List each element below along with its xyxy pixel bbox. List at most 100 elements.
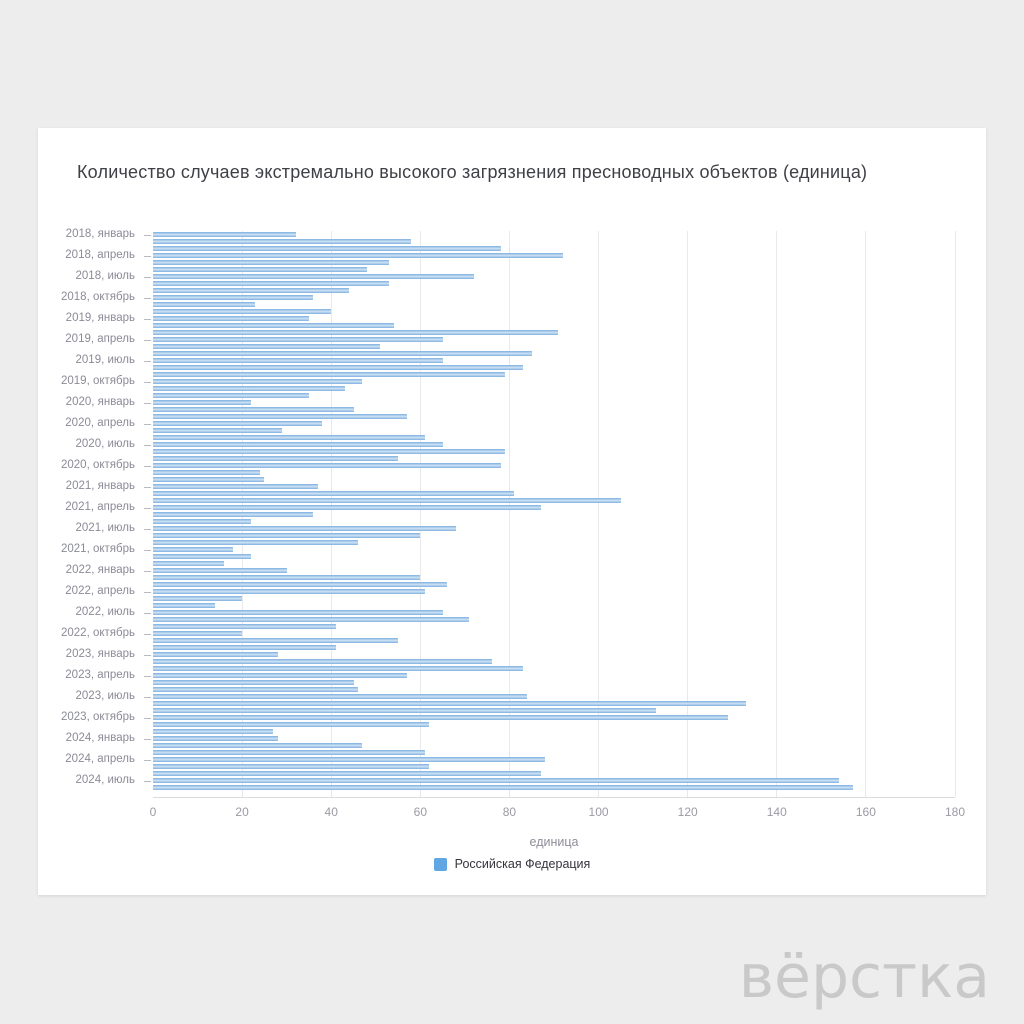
bar bbox=[153, 267, 367, 272]
x-axis-title: единица bbox=[529, 835, 579, 849]
chart-title: Количество случаев экстремально высокого… bbox=[77, 162, 868, 182]
bar bbox=[153, 673, 407, 678]
x-tick-label: 100 bbox=[588, 805, 609, 819]
plot-area: 0 20 40 60 80 100 120 140 160 180 2018, январь 2018… bbox=[61, 228, 965, 850]
bar bbox=[153, 659, 492, 664]
bar bbox=[153, 778, 840, 783]
bar bbox=[153, 393, 309, 398]
bar bbox=[153, 246, 501, 251]
x-tick-label: 20 bbox=[235, 805, 249, 819]
y-tick-label: 2022, октябрь bbox=[61, 626, 135, 639]
bar bbox=[153, 575, 421, 580]
x-tick-label: 140 bbox=[766, 805, 787, 819]
bar bbox=[153, 617, 470, 622]
y-tick-label: 2020, июль bbox=[75, 437, 135, 450]
bar bbox=[153, 631, 243, 636]
y-tick-label: 2021, апрель bbox=[65, 500, 135, 513]
bar bbox=[153, 652, 278, 657]
bar bbox=[153, 456, 399, 461]
gridline bbox=[598, 231, 600, 797]
x-tick-label: 160 bbox=[855, 805, 876, 819]
bar bbox=[153, 498, 621, 503]
gridline bbox=[419, 231, 421, 797]
y-tick-mark bbox=[144, 654, 151, 656]
bar bbox=[153, 463, 501, 468]
bar bbox=[153, 757, 546, 762]
bar bbox=[153, 750, 425, 755]
bar bbox=[153, 596, 243, 601]
y-tick-mark bbox=[144, 486, 151, 488]
bar bbox=[153, 260, 390, 265]
y-tick-mark bbox=[144, 402, 151, 404]
bar bbox=[153, 666, 523, 671]
bar bbox=[153, 309, 332, 314]
bar bbox=[153, 568, 287, 573]
x-tick-label: 80 bbox=[502, 805, 517, 819]
y-tick-mark bbox=[144, 234, 151, 236]
y-tick-label: 2022, июль bbox=[75, 605, 135, 618]
bar bbox=[153, 477, 265, 482]
y-tick-mark bbox=[144, 360, 151, 362]
bar bbox=[153, 743, 363, 748]
gridline bbox=[330, 231, 332, 797]
bar bbox=[153, 729, 274, 734]
gridline bbox=[687, 231, 689, 797]
y-tick-mark bbox=[144, 276, 151, 278]
bar bbox=[153, 358, 443, 363]
y-tick-mark bbox=[144, 738, 151, 740]
y-tick-label: 2020, январь bbox=[65, 395, 135, 408]
x-tick-label: 120 bbox=[677, 805, 698, 819]
gridline bbox=[508, 231, 510, 797]
y-tick-mark bbox=[144, 507, 151, 509]
y-tick-label: 2018, июль bbox=[75, 269, 135, 282]
bar bbox=[153, 365, 523, 370]
bar bbox=[153, 582, 448, 587]
y-tick-label: 2022, январь bbox=[65, 563, 135, 576]
bar bbox=[153, 428, 283, 433]
bar bbox=[153, 533, 421, 538]
gridline bbox=[865, 231, 867, 797]
y-tick-mark bbox=[144, 381, 151, 383]
bar bbox=[153, 281, 390, 286]
y-tick-mark bbox=[144, 339, 151, 341]
legend-swatch-icon bbox=[433, 857, 447, 871]
bar bbox=[153, 470, 260, 475]
bar bbox=[153, 680, 354, 685]
bar bbox=[153, 694, 528, 699]
gridline bbox=[954, 231, 956, 797]
y-tick-mark bbox=[144, 717, 151, 719]
x-tick-label: 40 bbox=[324, 805, 338, 819]
y-tick-mark bbox=[144, 255, 151, 257]
y-tick-mark bbox=[144, 528, 151, 530]
bar bbox=[153, 484, 318, 489]
bar bbox=[153, 288, 350, 293]
y-tick-mark bbox=[144, 549, 151, 551]
y-tick-mark bbox=[144, 318, 151, 320]
y-tick-label: 2021, октябрь bbox=[61, 542, 135, 555]
bar bbox=[153, 722, 430, 727]
bar bbox=[153, 687, 358, 692]
chart-card: Количество случаев экстремально высокого… bbox=[38, 128, 986, 895]
bar bbox=[153, 253, 563, 258]
bar bbox=[153, 379, 363, 384]
bar bbox=[153, 540, 358, 545]
bar bbox=[153, 505, 541, 510]
bar bbox=[153, 421, 323, 426]
bar bbox=[153, 295, 314, 300]
bar bbox=[153, 645, 336, 650]
bar bbox=[153, 316, 309, 321]
y-tick-label: 2019, октябрь bbox=[61, 374, 135, 387]
bar bbox=[153, 232, 296, 237]
bar bbox=[153, 414, 407, 419]
bar bbox=[153, 344, 381, 349]
bar bbox=[153, 302, 256, 307]
y-tick-label: 2018, октябрь bbox=[61, 290, 135, 303]
bar bbox=[153, 771, 541, 776]
bar bbox=[153, 764, 430, 769]
bar bbox=[153, 603, 216, 608]
y-tick-label: 2023, январь bbox=[65, 647, 135, 660]
legend: Российская Федерация bbox=[38, 857, 986, 871]
bar bbox=[153, 386, 345, 391]
y-tick-mark bbox=[144, 696, 151, 698]
